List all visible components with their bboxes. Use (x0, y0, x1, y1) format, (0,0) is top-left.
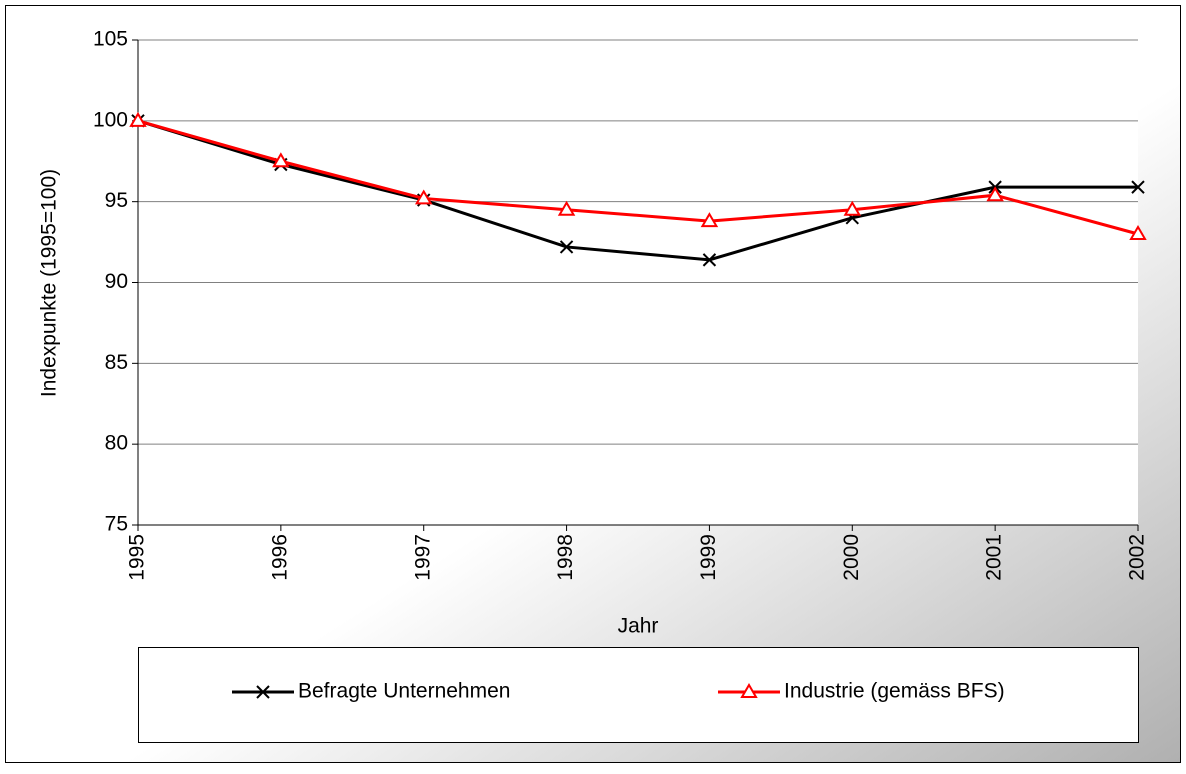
y-tick-label: 105 (93, 28, 128, 51)
y-tick-label: 100 (93, 108, 128, 131)
x-tick-label: 1999 (697, 534, 720, 581)
y-tick-label: 90 (105, 270, 128, 293)
y-axis-title: Indexpunkte (1995=100) (38, 169, 61, 397)
marker (557, 200, 576, 216)
y-tick-label: 75 (105, 513, 128, 536)
marker (843, 200, 862, 216)
x-tick-label: 1996 (268, 534, 291, 581)
marker (414, 189, 433, 205)
x-tick-label: 2000 (840, 534, 863, 581)
x-tick-label: 2002 (1126, 534, 1149, 581)
marker (559, 240, 574, 254)
marker (129, 111, 147, 127)
marker (702, 253, 717, 267)
marker (700, 212, 719, 228)
series-line (137, 119, 1139, 236)
marker (256, 685, 270, 699)
y-tick-label: 85 (105, 351, 128, 374)
marker (272, 152, 290, 168)
marker (986, 186, 1004, 202)
x-axis-title: Jahr (618, 615, 659, 638)
legend-label: Befragte Unternehmen (298, 680, 510, 703)
marker (740, 683, 758, 698)
series-line (137, 119, 1138, 262)
marker (1131, 180, 1145, 194)
x-tick-label: 1997 (411, 534, 434, 581)
y-tick-label: 95 (105, 189, 128, 212)
legend-label: Industrie (gemäss BFS) (784, 680, 1005, 703)
x-tick-label: 2001 (983, 534, 1006, 581)
y-tick-label: 80 (105, 432, 128, 455)
legend (138, 647, 1139, 743)
x-tick-label: 1998 (554, 534, 577, 581)
marker (1129, 225, 1147, 240)
x-tick-label: 1995 (126, 534, 149, 581)
